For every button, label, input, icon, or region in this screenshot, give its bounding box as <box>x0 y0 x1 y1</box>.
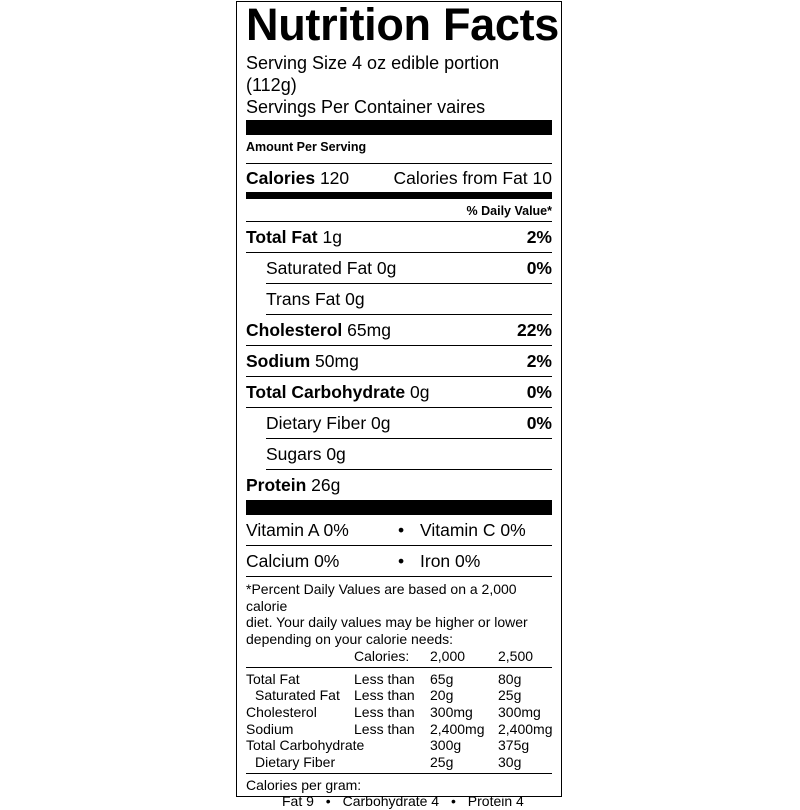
footnote-header: Calories: 2,000 2,500 <box>354 647 534 664</box>
daily-values-cell: 375g <box>498 737 530 754</box>
nutrient-label: Trans Fat 0g <box>266 289 365 309</box>
bullet: • <box>398 520 405 540</box>
daily-values-cell: Total Carbohydrate <box>246 737 365 754</box>
daily-values-cell: 300mg <box>498 703 541 720</box>
daily-values-table: Total Fat Less than 65g 80g Saturated Fat Les… <box>246 671 552 771</box>
daily-values-cell: Cholesterol <box>246 703 317 720</box>
footnote-line: depending on your calorie needs: <box>246 631 454 648</box>
calcium: Calcium 0% <box>246 551 340 571</box>
daily-values-row: Total Carbohydrate 300g 375g <box>246 737 552 754</box>
footnote: *Percent Daily Values are based on a 2,0… <box>246 577 552 810</box>
vitamin-row: Vitamin A 0% • Vitamin C 0% <box>246 515 552 546</box>
daily-values-cell: 65g <box>430 670 454 687</box>
mineral-row: Calcium 0% • Iron 0% <box>246 546 552 577</box>
nutrient-row: Cholesterol 65mg 22% <box>246 315 552 346</box>
daily-values-cell: Less than <box>354 720 415 737</box>
vitamin-a: Vitamin A 0% <box>246 520 349 540</box>
nutrient-row: Sodium 50mg 2% <box>246 346 552 377</box>
daily-values-cell: Dietary Fiber <box>255 753 336 770</box>
servings-per-container: Servings Per Container vaires <box>246 97 486 117</box>
divider <box>246 772 552 774</box>
nutrient-label: Total Fat 1g <box>246 227 342 247</box>
nutrient-row: Total Carbohydrate 0g 0% <box>246 377 552 408</box>
serving-size: Serving Size 4 oz edible portion <box>246 53 500 73</box>
nutrient-label: Total Carbohydrate 0g <box>246 382 430 402</box>
daily-values-cell: 25g <box>430 753 454 770</box>
nutrient-label: Sodium 50mg <box>246 351 359 371</box>
daily-values-cell: Less than <box>354 687 415 704</box>
calories-per-gram-label: Calories per gram: <box>246 776 362 793</box>
footnote-line: diet. Your daily values may be higher or… <box>246 614 528 631</box>
label-title: Nutrition Facts <box>246 0 560 50</box>
daily-value-header: % Daily Value* <box>246 199 552 222</box>
daily-values-cell: Less than <box>354 703 415 720</box>
nutrient-label: Cholesterol 65mg <box>246 320 391 340</box>
daily-values-cell: 80g <box>498 670 522 687</box>
daily-values-cell: Less than <box>354 670 415 687</box>
serving-info: Serving Size 4 oz edible portion (112g) … <box>246 52 552 120</box>
nutrient-daily-value: 2% <box>526 227 552 247</box>
daily-values-row: Dietary Fiber 25g 30g <box>246 754 552 771</box>
medium-divider <box>246 192 552 199</box>
daily-values-cell: Sodium <box>246 720 294 737</box>
nutrient-row: Protein 26g <box>246 470 552 500</box>
nutrient-row: Total Fat 1g 2% <box>246 222 552 253</box>
calories-row: Calories 120 Calories from Fat 10 <box>246 164 552 192</box>
serving-size-grams: (112g) <box>246 75 297 95</box>
daily-values-cell: 2,400mg <box>430 720 485 737</box>
calories-per-gram: Fat 9 • Carbohydrate 4 • Protein 4 <box>282 793 524 810</box>
daily-values-row: Total Fat Less than 65g 80g <box>246 671 552 688</box>
daily-values-row: Sodium Less than 2,400mg 2,400mg <box>246 721 552 738</box>
nutrient-row: Saturated Fat 0g 0% <box>266 253 552 284</box>
daily-values-cell: 300g <box>430 737 462 754</box>
calories-from-fat: Calories from Fat 10 <box>393 168 552 188</box>
nutrient-label: Protein 26g <box>246 475 341 495</box>
nutrition-facts-label: Nutrition Facts Serving Size 4 oz edible… <box>236 0 562 809</box>
nutrient-label: Sugars 0g <box>266 444 346 464</box>
footnote-line: *Percent Daily Values are based on a 2,0… <box>246 581 517 614</box>
nutrient-list: Total Fat 1g 2% Saturated Fat 0g 0% Trans Fa… <box>246 222 552 500</box>
bullet: • <box>398 551 405 571</box>
nutrient-daily-value: 0% <box>526 258 552 278</box>
nutrient-daily-value: 0% <box>526 413 552 433</box>
daily-values-cell: 30g <box>498 753 522 770</box>
daily-values-cell: Saturated Fat <box>255 687 340 704</box>
daily-values-cell: 25g <box>498 687 522 704</box>
nutrient-row: Sugars 0g <box>266 439 552 470</box>
nutrient-daily-value: 0% <box>526 382 552 402</box>
daily-values-cell: 2,400mg <box>498 720 553 737</box>
daily-values-cell: 300mg <box>430 703 473 720</box>
nutrient-daily-value: 2% <box>526 351 552 371</box>
iron: Iron 0% <box>420 551 481 571</box>
thick-divider <box>246 500 552 515</box>
daily-values-row: Cholesterol Less than 300mg 300mg <box>246 704 552 721</box>
vitamin-c: Vitamin C 0% <box>420 520 526 540</box>
calories: Calories 120 <box>246 168 350 188</box>
nutrient-daily-value: 22% <box>516 320 552 340</box>
nutrient-row: Trans Fat 0g <box>266 284 552 315</box>
daily-values-cell: Total Fat <box>246 670 300 687</box>
amount-per-serving: Amount Per Serving <box>246 135 552 164</box>
nutrient-label: Saturated Fat 0g <box>266 258 397 278</box>
nutrient-row: Dietary Fiber 0g 0% <box>266 408 552 439</box>
nutrient-label: Dietary Fiber 0g <box>266 413 391 433</box>
daily-values-cell: 20g <box>430 687 454 704</box>
thick-divider <box>246 120 552 135</box>
daily-values-row: Saturated Fat Less than 20g 25g <box>246 687 552 704</box>
divider <box>246 666 552 668</box>
